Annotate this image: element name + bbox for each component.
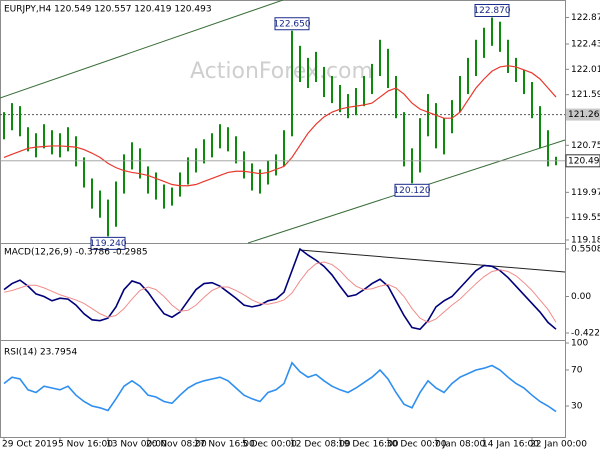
moving-average [3,65,557,187]
x-tick-label: 5 Dec 00:00 [242,440,297,450]
y-tick-label: 100 [571,339,588,349]
level-label: 121.260 [568,110,600,120]
annotation-label: 119.240 [89,239,126,249]
x-tick-label: 29 Oct 2019 [2,440,58,450]
x-tick-label: 27 Nov 16:00 [194,440,255,450]
y-tick-label: -0.4228 [571,328,600,338]
x-tick-label: 20 Nov 08:00 [146,440,207,450]
x-tick-label: 22 Jan 00:00 [530,440,587,450]
x-tick-label: 13 Nov 00:00 [106,440,167,450]
last-price-box [565,154,600,168]
indicator-line [3,261,557,323]
panel-title: MACD(12,26,9) -0.3786 -0.2985 [4,248,148,258]
indicator-line [3,361,557,413]
y-tick-label: 30 [571,402,583,412]
panel-title: EURJPY,H4 120.549 120.557 120.419 120.49… [4,5,212,15]
y-tick-label: 121.590 [571,90,600,100]
x-tick-label: 30 Dec 00:00 [386,440,447,450]
panel-title: RSI(14) 23.7954 [4,348,77,358]
x-tick-label: 14 Jan 16:00 [482,440,539,450]
annotation-box [474,3,510,17]
annotation-box [274,17,310,31]
y-tick-label: 0.5508 [571,244,600,254]
y-tick-label: 122.430 [571,40,600,50]
macd-trendline [299,249,566,273]
level-box [566,108,600,121]
y-tick-label: 0.00 [571,292,591,302]
y-tick-label: 119.970 [571,188,600,198]
last-price-label: 120.493 [568,156,600,166]
x-tick-label: 7 Jan 08:00 [434,440,486,450]
annotation-label: 122.650 [273,19,310,29]
annotation-label: 122.870 [473,6,510,16]
x-tick-label: 19 Dec 16:00 [338,440,399,450]
y-tick-label: 122.870 [571,13,600,23]
upper-trendline [0,0,284,99]
annotation-box [394,183,430,197]
watermark: ActionForex.com [190,59,373,84]
rsi-panel [0,340,566,438]
y-tick-label: 119.180 [571,235,600,245]
y-tick-label: 120.750 [571,141,600,151]
x-tick-label: 12 Dec 08:00 [290,440,351,450]
y-tick-label: 122.010 [571,65,600,75]
indicator-line [3,247,557,331]
annotation-box [90,236,126,250]
x-tick-label: 5 Nov 16:00 [58,440,113,450]
y-tick-label: 70 [571,366,583,376]
annotation-label: 120.120 [393,186,430,196]
y-tick-label: 119.550 [571,213,600,223]
